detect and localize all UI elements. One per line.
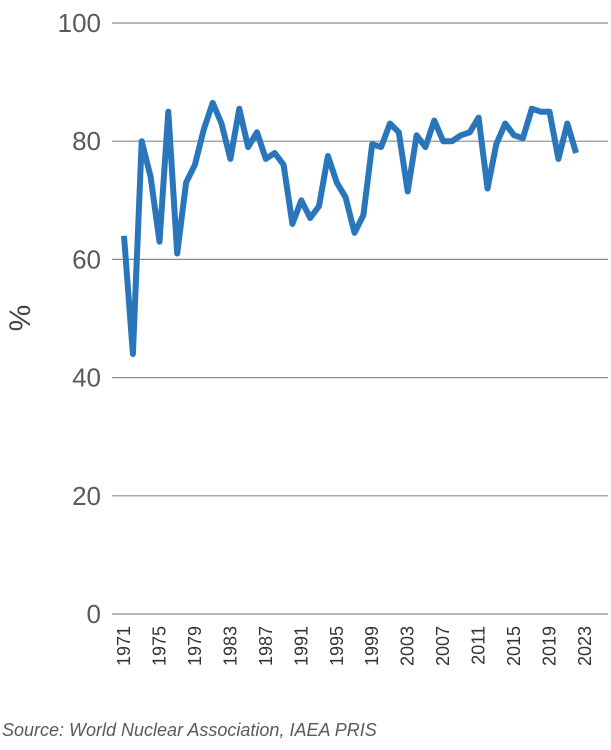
x-tick-label: 2023 xyxy=(575,626,595,666)
series-line-0 xyxy=(121,99,579,357)
x-tick-label: 1995 xyxy=(327,626,347,666)
x-tick-label: 2015 xyxy=(504,626,524,666)
y-tick-label: 80 xyxy=(72,126,101,156)
x-tick-label: 1979 xyxy=(185,626,205,666)
x-tick-label: 2007 xyxy=(433,626,453,666)
x-tick-label: 1991 xyxy=(291,626,311,666)
x-tick-label: 2011 xyxy=(469,626,489,665)
y-tick-label: 0 xyxy=(87,599,101,629)
gridlines xyxy=(112,22,608,615)
y-tick-label: 100 xyxy=(58,8,101,38)
series-layer xyxy=(121,99,579,357)
source-note: Source: World Nuclear Association, IAEA … xyxy=(2,720,377,740)
x-tick-label: 2019 xyxy=(540,626,560,666)
x-tick-label: 1971 xyxy=(114,626,134,666)
x-tick-label: 2003 xyxy=(398,626,418,666)
x-tick-label: 1999 xyxy=(362,626,382,666)
y-axis-ticks: 0 20 40 60 80 100 xyxy=(58,8,101,629)
x-tick-label: 1983 xyxy=(220,626,240,666)
y-axis-label: % xyxy=(4,305,37,332)
y-tick-label: 60 xyxy=(72,244,101,274)
x-axis-ticks: 1971 1975 1979 1983 1987 1991 1995 1999 2003 2007… xyxy=(114,626,595,666)
x-tick-label: 1975 xyxy=(149,626,169,666)
y-tick-label: 40 xyxy=(72,363,101,393)
x-tick-label: 1987 xyxy=(256,626,276,666)
y-tick-label: 20 xyxy=(72,481,101,511)
